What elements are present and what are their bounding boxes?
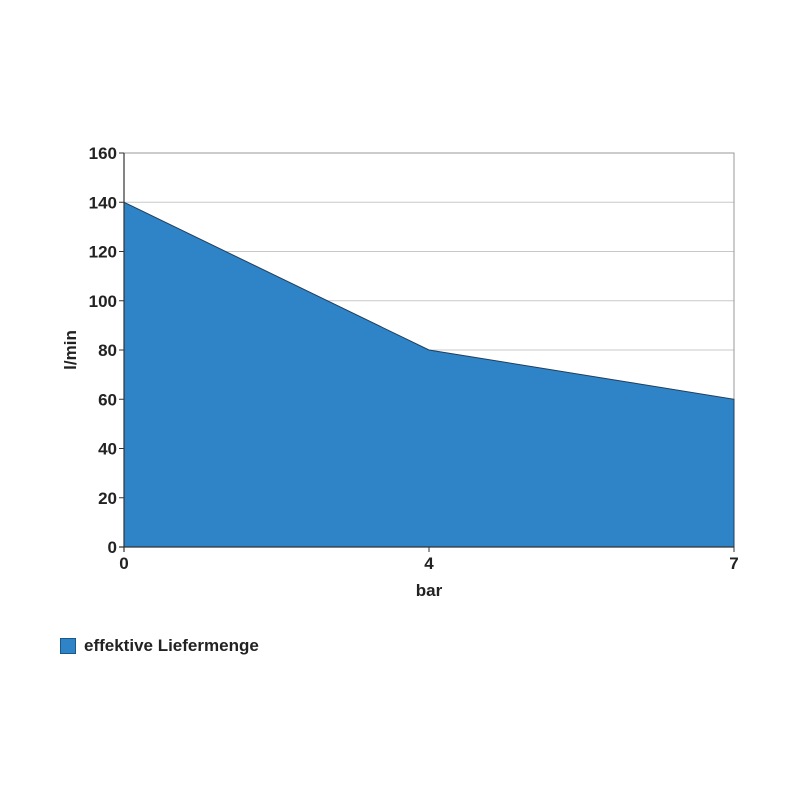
area-series	[123, 201, 735, 548]
y-tick-label: 140	[89, 193, 117, 212]
y-tick-label: 160	[89, 144, 117, 163]
y-tick-label: 100	[89, 292, 117, 311]
y-tick-label: 120	[89, 243, 117, 262]
x-tick-label: 7	[729, 554, 738, 573]
y-tick-label: 80	[98, 341, 117, 360]
legend-swatch	[60, 638, 76, 654]
legend-label: effektive Liefermenge	[84, 636, 259, 655]
y-tick-label: 0	[108, 538, 117, 557]
x-tick-label: 0	[119, 554, 128, 573]
y-tick-label: 40	[98, 440, 117, 459]
y-axis-label: l/min	[61, 330, 80, 370]
y-tick-label: 20	[98, 489, 117, 508]
x-tick-label: 4	[424, 554, 434, 573]
y-tick-label: 60	[98, 390, 117, 409]
legend: effektive Liefermenge	[60, 636, 259, 656]
x-axis-label: bar	[416, 581, 443, 600]
